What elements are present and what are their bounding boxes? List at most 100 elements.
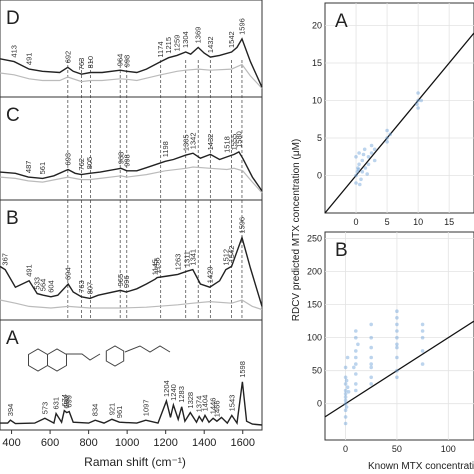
data-point: [343, 408, 348, 413]
data-point: [362, 147, 367, 152]
peak-label: 491: [25, 264, 34, 277]
peak-label: 674: [60, 394, 69, 407]
y-tick-label: 15: [312, 58, 322, 68]
identity-line: [324, 32, 474, 214]
y-tick-label: 0: [317, 171, 322, 181]
spectrum-series-line: [0, 235, 263, 307]
data-point: [420, 335, 425, 340]
x-tick-label: 10: [413, 217, 423, 227]
right-x-axis-label: Known MTX concentration: [368, 461, 474, 472]
peak-label: 807: [86, 282, 95, 295]
spectrum-series-line: [0, 150, 263, 192]
peak-label: 1580: [234, 131, 243, 148]
data-point: [356, 167, 361, 172]
peak-label: 1311: [183, 251, 192, 267]
y-tick-label: 250: [307, 234, 322, 244]
peak-label: 998: [122, 55, 131, 68]
data-point: [343, 401, 348, 406]
peak-label: 1429: [205, 267, 214, 284]
data-point: [344, 378, 349, 383]
peak-label: 413: [10, 45, 19, 58]
peak-label: 1259: [173, 35, 182, 52]
peak-label: 694: [64, 267, 73, 280]
data-point: [420, 349, 425, 353]
y-tick-label: 150: [307, 300, 322, 310]
peak-label: 573: [40, 402, 49, 415]
data-point: [343, 375, 348, 380]
data-point: [369, 345, 374, 350]
data-point: [360, 158, 365, 163]
data-point: [395, 322, 399, 327]
panel-letter: B: [335, 240, 348, 261]
data-point: [354, 335, 358, 340]
data-point: [354, 181, 358, 185]
panel-letter: B: [6, 208, 19, 229]
data-point: [354, 355, 358, 360]
panel-letter: A: [335, 11, 348, 32]
data-point: [346, 390, 351, 394]
x-tick-label: 15: [444, 217, 454, 227]
peak-label: 561: [38, 162, 47, 175]
ring-shape: [47, 348, 67, 372]
data-point: [358, 182, 362, 187]
data-point: [354, 372, 358, 376]
right-y-axis-label: RDCV predicted MTX concentration (μM): [291, 139, 302, 322]
y-tick-label: 100: [307, 333, 322, 343]
ring-shape: [28, 348, 48, 372]
peak-label: 394: [6, 404, 15, 417]
identity-line: [324, 320, 474, 418]
peak-label: 693: [64, 153, 73, 166]
data-point: [359, 177, 363, 182]
data-point: [366, 162, 371, 167]
data-point: [365, 172, 370, 176]
data-point: [356, 166, 360, 170]
data-point: [357, 151, 361, 155]
peak-label: 1174: [156, 41, 165, 57]
plot-frame: [324, 231, 474, 441]
peak-label: 367: [1, 253, 10, 266]
peak-label: 763: [77, 280, 86, 293]
peak-label: 1432: [206, 36, 215, 53]
data-point: [395, 335, 399, 340]
y-tick-label: 200: [307, 267, 322, 277]
data-point: [344, 405, 349, 409]
x-tick-label: 1600: [230, 437, 254, 449]
peak-label: 998: [122, 154, 131, 167]
peak-label: 1263: [173, 254, 182, 271]
peak-label: 964: [116, 54, 125, 67]
x-tick-label: 0: [343, 444, 348, 454]
data-point: [419, 98, 424, 103]
panel-frame: [0, 319, 263, 431]
peak-label: 1283: [177, 386, 186, 403]
data-point: [343, 415, 348, 419]
peak-label: 491: [25, 53, 34, 66]
plot-frame: [324, 2, 474, 214]
peak-label: 1198: [161, 141, 170, 157]
peak-label: 805: [85, 157, 94, 170]
data-point: [345, 385, 350, 390]
bond-shape: [66, 353, 101, 361]
data-point: [343, 421, 348, 426]
peak-label: 1598: [238, 361, 247, 378]
peak-label: 1518: [222, 136, 231, 153]
data-point: [343, 398, 348, 403]
peak-label: 1145: [151, 259, 160, 275]
panel-frame: [0, 0, 263, 98]
peak-label: 834: [91, 404, 100, 417]
peak-label: 1512: [221, 249, 230, 266]
peak-label: 1215: [164, 37, 173, 54]
x-tick-label: 50: [392, 444, 402, 454]
peak-label: 564: [39, 279, 48, 292]
data-point: [369, 355, 374, 360]
peak-label: 1240: [169, 384, 178, 401]
panel-letter: D: [6, 8, 20, 29]
data-point: [385, 128, 389, 133]
x-tick-label: 1200: [153, 437, 177, 449]
x-tick-label: 800: [79, 437, 97, 449]
data-point: [395, 316, 399, 320]
data-point: [343, 388, 348, 393]
